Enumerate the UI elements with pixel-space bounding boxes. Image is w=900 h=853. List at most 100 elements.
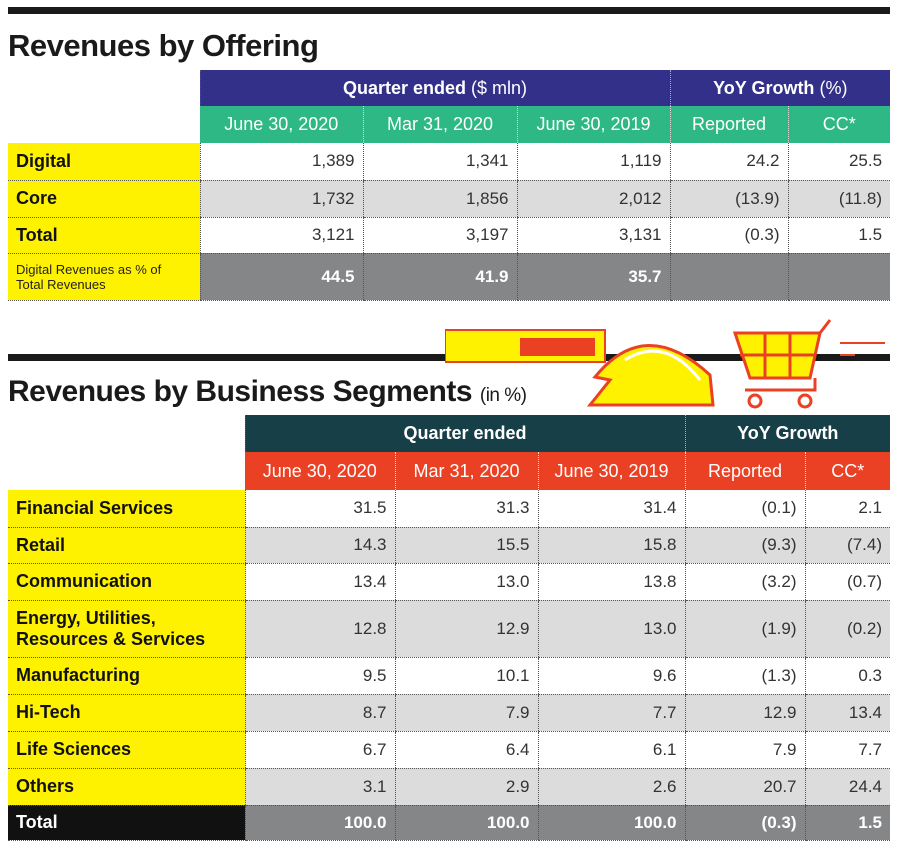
offering-title: Revenues by Offering — [8, 28, 319, 63]
table-cell: (0.3) — [669, 217, 789, 254]
table-cell: 1,389 — [199, 143, 363, 181]
row-label: Core — [8, 180, 200, 218]
table-cell: 14.3 — [244, 527, 395, 564]
table-cell: 41.9 — [362, 253, 517, 301]
table-cell: 13.4 — [244, 563, 395, 601]
row-label: Communication — [8, 563, 245, 601]
row-label: Digital — [8, 143, 200, 181]
table-cell: 6.4 — [394, 731, 538, 769]
table-cell: 0.3 — [804, 657, 891, 695]
table-row: Retail 14.3 15.5 15.8 (9.3) (7.4) — [8, 527, 891, 564]
table-cell: (0.2) — [804, 600, 891, 658]
table-row: Digital 1,389 1,341 1,119 24.2 25.5 — [8, 143, 891, 181]
row-label: Financial Services — [8, 490, 245, 528]
table-row: Manufacturing 9.5 10.1 9.6 (1.3) 0.3 — [8, 657, 891, 695]
table-row: Core 1,732 1,856 2,012 (13.9) (11.8) — [8, 180, 891, 218]
table-cell: 6.7 — [244, 731, 395, 769]
column-header: Reported — [684, 452, 806, 490]
table-cell: (0.7) — [804, 563, 891, 601]
table-cell: 2.9 — [394, 768, 538, 806]
table-cell — [787, 253, 891, 301]
table-cell: 2.6 — [537, 768, 686, 806]
table-cell: 12.9 — [684, 694, 806, 732]
table-cell: 7.9 — [684, 731, 806, 769]
table-row: Financial Services 31.5 31.3 31.4 (0.1) 2.1 — [8, 490, 891, 528]
table-cell: 9.6 — [537, 657, 686, 695]
table-cell: 7.7 — [804, 731, 891, 769]
shopping-cart-icon — [732, 319, 885, 409]
row-label: Others — [8, 768, 245, 806]
table-cell: 24.2 — [669, 143, 789, 181]
column-header: Reported — [669, 106, 789, 143]
yoy-growth-header: YoY Growth (%) — [669, 70, 891, 106]
table-cell: 3.1 — [244, 768, 395, 806]
column-header: CC* — [804, 452, 891, 490]
table-row: Total 3,121 3,197 3,131 (0.3) 1.5 — [8, 217, 891, 254]
table-cell: 35.7 — [516, 253, 671, 301]
table-cell: 44.5 — [199, 253, 363, 301]
table-cell: 15.8 — [537, 527, 686, 564]
table-cell: 25.5 — [787, 143, 891, 181]
table-cell: 8.7 — [244, 694, 395, 732]
column-header: Mar 31, 2020 — [394, 452, 538, 490]
table-cell: 9.5 — [244, 657, 395, 695]
table-cell: (13.9) — [669, 180, 789, 218]
table-cell: 13.4 — [804, 694, 891, 732]
table-cell: 100.0 — [537, 805, 686, 841]
table-cell: 100.0 — [244, 805, 395, 841]
row-label: Total — [8, 805, 245, 841]
table-cell: (7.4) — [804, 527, 891, 564]
table-cell: 3,197 — [362, 217, 517, 254]
table-cell — [669, 253, 789, 301]
column-header: June 30, 2020 — [245, 452, 395, 490]
hard-hat-icon — [445, 329, 715, 407]
table-cell: 12.9 — [394, 600, 538, 658]
table-cell: 7.7 — [537, 694, 686, 732]
table-row: Life Sciences 6.7 6.4 6.1 7.9 7.7 — [8, 731, 891, 769]
table-cell: 13.0 — [394, 563, 538, 601]
row-label: Manufacturing — [8, 657, 245, 695]
row-label: Hi-Tech — [8, 694, 245, 732]
table-cell: 31.3 — [394, 490, 538, 528]
column-header: June 30, 2019 — [537, 452, 686, 490]
table-cell: 1.5 — [804, 805, 891, 841]
table-cell: 7.9 — [394, 694, 538, 732]
column-header: June 30, 2019 — [516, 106, 671, 143]
table-cell: (1.3) — [684, 657, 806, 695]
table-row: Communication 13.4 13.0 13.8 (3.2) (0.7) — [8, 563, 891, 601]
table-row: Total 100.0 100.0 100.0 (0.3) 1.5 — [8, 805, 891, 841]
table-cell: (1.9) — [684, 600, 806, 658]
table-cell: 1,119 — [516, 143, 671, 181]
table-cell: (0.1) — [684, 490, 806, 528]
table-cell: 24.4 — [804, 768, 891, 806]
table-cell: 1.5 — [787, 217, 891, 254]
table-row: Others 3.1 2.9 2.6 20.7 24.4 — [8, 768, 891, 806]
table-cell: 31.4 — [537, 490, 686, 528]
table-cell: 13.0 — [537, 600, 686, 658]
row-label: Retail — [8, 527, 245, 564]
table-cell: 1,732 — [199, 180, 363, 218]
table-cell: 10.1 — [394, 657, 538, 695]
column-header: Mar 31, 2020 — [362, 106, 517, 143]
table-cell: 12.8 — [244, 600, 395, 658]
table-cell: (9.3) — [684, 527, 806, 564]
table-cell: 13.8 — [537, 563, 686, 601]
table-cell: (11.8) — [787, 180, 891, 218]
row-label: Energy, Utilities, Resources & Services — [8, 600, 245, 658]
table-row: Digital Revenues as % of Total Revenues 4… — [8, 253, 891, 301]
column-header: June 30, 2020 — [200, 106, 363, 143]
table-cell: 3,121 — [199, 217, 363, 254]
table-cell: 6.1 — [537, 731, 686, 769]
column-header: CC* — [787, 106, 891, 143]
table-cell: (3.2) — [684, 563, 806, 601]
row-label: Life Sciences — [8, 731, 245, 769]
row-label: Total — [8, 217, 200, 254]
table-cell: 2.1 — [804, 490, 891, 528]
table-cell: 3,131 — [516, 217, 671, 254]
table-cell: 100.0 — [394, 805, 538, 841]
table-row: Hi-Tech 8.7 7.9 7.7 12.9 13.4 — [8, 694, 891, 732]
quarter-ended-header: Quarter ended ($ mln) — [199, 70, 671, 106]
table-row: Energy, Utilities, Resources & Services 1… — [8, 600, 891, 658]
table-cell: (0.3) — [684, 805, 806, 841]
